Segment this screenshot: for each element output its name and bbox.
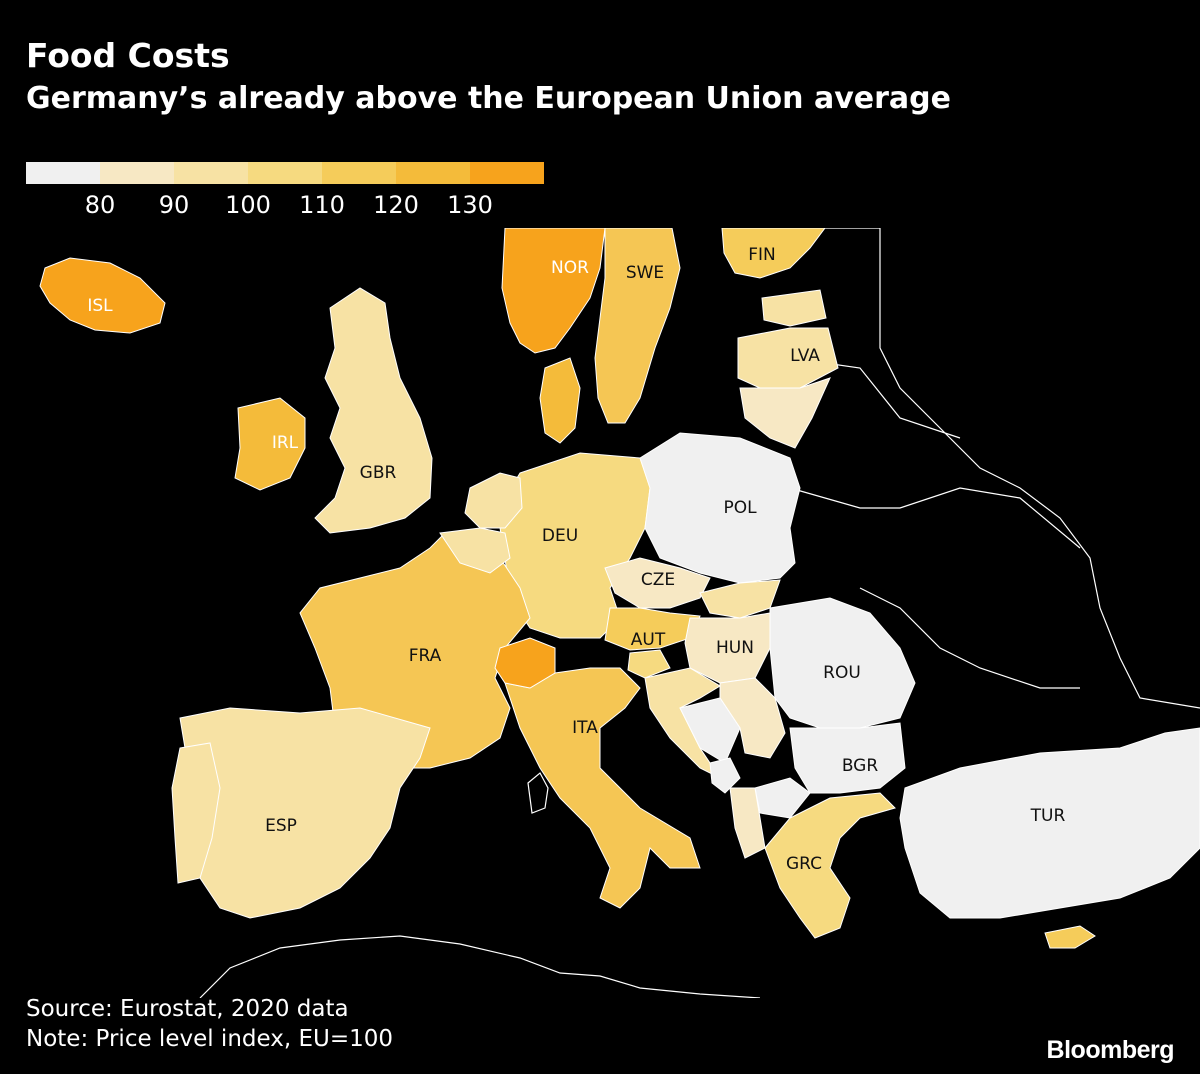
country-label-grc: GRC — [786, 854, 822, 874]
source-note: Source: Eurostat, 2020 data — [26, 996, 349, 1022]
country-prt — [171, 742, 221, 884]
north-africa-coast — [199, 935, 761, 998]
country-grc — [764, 792, 896, 939]
europe-map: ISL NOR SWE FIN LVA IRL GBR DEU POL CZE AUT HUN FRA R… — [0, 228, 1200, 998]
legend-tick-label: 80 — [84, 191, 116, 219]
country-mkd — [754, 777, 811, 819]
color-legend: 80 90 100 110 120 130 — [26, 162, 546, 222]
country-lva — [737, 327, 839, 389]
country-label-nor: NOR — [551, 258, 589, 278]
legend-swatch — [322, 162, 396, 184]
country-svk — [699, 579, 781, 619]
legend-color-bar — [26, 162, 544, 184]
legend-swatch — [174, 162, 248, 184]
russia-belarus-ukraine-outline — [789, 228, 1200, 709]
country-label-swe: SWE — [626, 263, 664, 283]
country-mne — [709, 757, 741, 794]
country-label-lva: LVA — [790, 346, 820, 366]
country-irl — [234, 397, 306, 491]
country-labels: ISL NOR SWE FIN LVA IRL GBR DEU POL CZE AUT HUN FRA R… — [87, 245, 1065, 874]
country-label-ita: ITA — [572, 718, 598, 738]
footer: Source: Eurostat, 2020 data Note: Price … — [26, 994, 393, 1054]
country-pol — [639, 432, 801, 584]
europe-map-svg: ISL NOR SWE FIN LVA IRL GBR DEU POL CZE AUT HUN FRA R… — [39, 228, 1200, 998]
country-rou — [769, 597, 916, 729]
legend-tick-labels: 80 90 100 110 120 130 — [26, 190, 546, 220]
legend-tick-label: 120 — [373, 191, 419, 219]
country-bih — [679, 697, 741, 764]
legend-swatch — [248, 162, 322, 184]
country-ita — [504, 667, 701, 909]
country-svn — [627, 649, 671, 679]
legend-swatch — [470, 162, 544, 184]
legend-tick-label: 110 — [299, 191, 345, 219]
country-nld — [464, 472, 523, 529]
country-nor — [501, 228, 606, 354]
country-gbr — [314, 287, 433, 534]
country-label-deu: DEU — [542, 526, 578, 546]
legend-swatch — [396, 162, 470, 184]
country-esp — [179, 707, 431, 919]
country-tur — [899, 727, 1200, 919]
country-isl — [39, 257, 166, 334]
chart-title: Food Costs — [26, 36, 230, 75]
background-land — [199, 228, 1200, 998]
methodology-note: Note: Price level index, EU=100 — [26, 1026, 394, 1052]
country-label-cze: CZE — [641, 570, 675, 590]
country-ltu — [739, 377, 831, 449]
chart-subtitle: Germany’s already above the European Uni… — [26, 81, 951, 116]
country-label-pol: POL — [723, 498, 757, 518]
country-cze — [604, 557, 711, 609]
legend-tick-label: 130 — [447, 191, 493, 219]
country-est — [761, 289, 827, 327]
corsica-sardinia — [527, 772, 549, 814]
country-label-bgr: BGR — [842, 756, 879, 776]
country-label-fra: FRA — [409, 646, 442, 666]
country-label-hun: HUN — [716, 638, 754, 658]
country-alb — [729, 787, 766, 859]
country-dnk — [539, 357, 581, 444]
country-fin — [721, 228, 826, 279]
country-shapes — [39, 228, 1200, 949]
country-label-esp: ESP — [265, 816, 297, 836]
country-label-irl: IRL — [272, 433, 299, 453]
country-label-fin: FIN — [748, 245, 776, 265]
legend-tick-label: 100 — [225, 191, 271, 219]
country-swe — [594, 228, 681, 424]
legend-swatch — [100, 162, 174, 184]
country-label-isl: ISL — [87, 296, 113, 316]
country-che — [494, 637, 556, 689]
country-bgr — [789, 722, 906, 794]
country-label-gbr: GBR — [360, 463, 397, 483]
country-label-rou: ROU — [823, 663, 861, 683]
legend-tick-label: 90 — [158, 191, 190, 219]
country-label-aut: AUT — [631, 630, 666, 650]
country-cyp — [1044, 925, 1096, 949]
country-label-tur: TUR — [1030, 806, 1066, 826]
legend-swatch — [26, 162, 100, 184]
bloomberg-logo: Bloomberg — [1046, 1036, 1175, 1064]
